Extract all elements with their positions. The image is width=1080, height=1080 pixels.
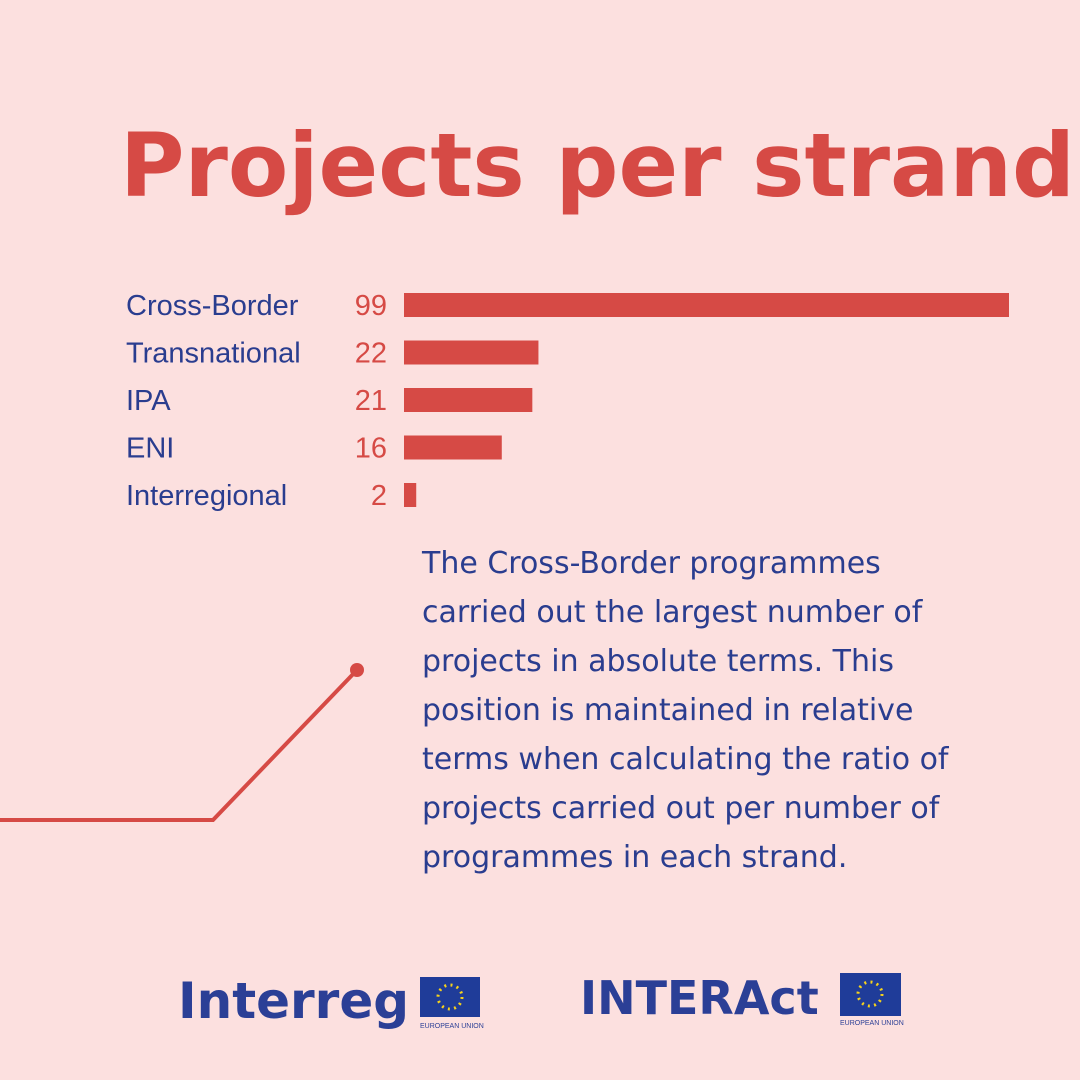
value-label: 16 <box>355 433 387 465</box>
flag-caption: EUROPEAN UNION <box>840 1020 904 1027</box>
decor-dot <box>350 663 364 677</box>
value-label: 99 <box>355 290 387 322</box>
logo-interreg: Interreg EUROPEAN UNION <box>178 972 484 1030</box>
category-label: Interregional <box>126 480 287 512</box>
logo-text: Interreg <box>178 972 409 1030</box>
annotation-line: projects in absolute terms. This <box>422 644 894 679</box>
bar <box>404 435 502 460</box>
category-label: ENI <box>126 433 174 465</box>
eu-stars <box>856 980 884 1008</box>
category-label: Cross-Border <box>126 290 299 322</box>
value-label: 2 <box>371 480 387 512</box>
annotation-line: position is maintained in relative <box>422 693 913 728</box>
category-label: IPA <box>126 385 171 417</box>
eu-flag <box>420 977 480 1017</box>
value-label: 21 <box>355 385 387 417</box>
value-label: 22 <box>355 338 387 370</box>
annotation-line: programmes in each strand. <box>422 840 847 875</box>
decor-line <box>0 668 359 822</box>
bar <box>404 293 1009 317</box>
logo-interact: INTERAct EUROPEAN UNION <box>580 971 904 1027</box>
flag-caption: EUROPEAN UNION <box>420 1023 484 1030</box>
category-label: Transnational <box>126 338 301 370</box>
logo-text: INTERAct <box>580 971 819 1025</box>
bar <box>404 483 417 507</box>
bar <box>404 388 533 412</box>
chart-title: Projects per strand <box>120 114 1075 217</box>
eu-flag <box>840 973 901 1016</box>
annotation-line: terms when calculating the ratio of <box>422 742 950 777</box>
annotation-line: carried out the largest number of <box>422 595 924 630</box>
eu-stars <box>436 983 464 1011</box>
annotation-line: projects carried out per number of <box>422 791 941 826</box>
bar <box>404 340 539 365</box>
annotation-line: The Cross-Border programmes <box>421 546 881 581</box>
